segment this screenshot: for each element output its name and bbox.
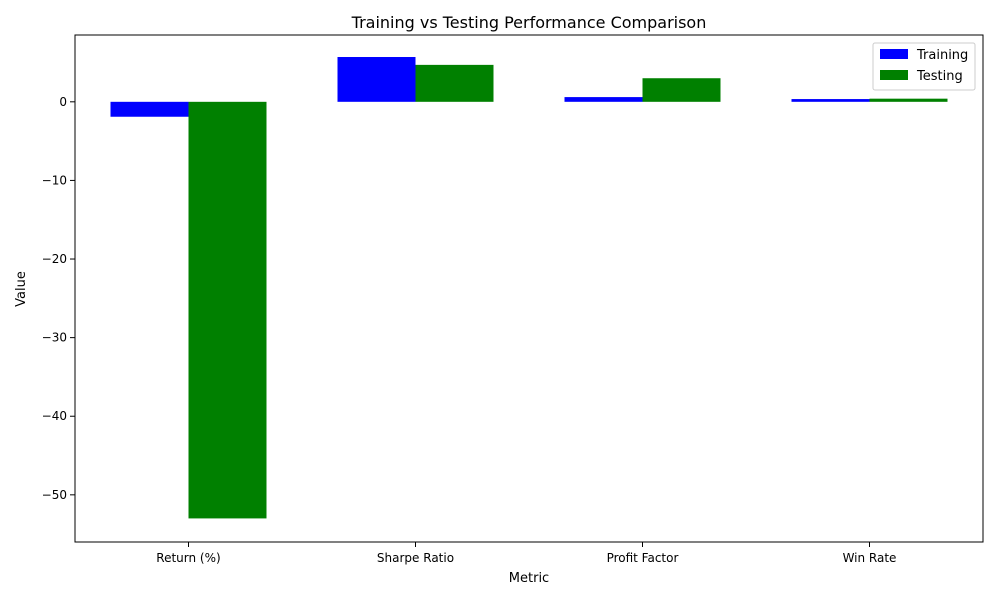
bar-testing-1 xyxy=(415,64,494,102)
plot-frame xyxy=(74,34,984,543)
y-tick-label: −30 xyxy=(42,331,67,345)
legend-label-testing: Testing xyxy=(916,69,963,84)
y-tick-label: −40 xyxy=(42,409,67,423)
bar-training-1 xyxy=(337,57,416,102)
bar-testing-2 xyxy=(642,78,721,102)
y-tick-label: −20 xyxy=(42,252,67,266)
bar-training-3 xyxy=(791,99,870,102)
legend-label-training: Training xyxy=(916,48,968,63)
x-tick-label: Profit Factor xyxy=(607,551,679,565)
y-axis-label: Value xyxy=(14,271,29,307)
x-tick-label: Sharpe Ratio xyxy=(377,551,454,565)
y-tick-label: −50 xyxy=(42,488,67,502)
bar-training-0 xyxy=(110,101,189,117)
bar-testing-0 xyxy=(188,101,267,519)
bars-group xyxy=(110,57,948,519)
x-axis: Return (%) Sharpe Ratio Profit Factor Win R… xyxy=(156,542,896,565)
x-axis-label: Metric xyxy=(509,571,549,586)
bar-training-2 xyxy=(564,97,643,102)
chart-title: Training vs Testing Performance Comparis… xyxy=(351,13,707,32)
x-tick-label: Return (%) xyxy=(156,551,220,565)
y-tick-label: −10 xyxy=(42,173,67,187)
y-axis: 0 −10 −20 −30 −40 −50 xyxy=(42,95,75,502)
bar-testing-3 xyxy=(869,98,948,102)
legend-swatch-testing xyxy=(880,70,908,80)
legend-swatch-training xyxy=(880,49,908,59)
legend: Training Testing xyxy=(872,42,976,91)
x-tick-label: Win Rate xyxy=(843,551,897,565)
y-tick-label: 0 xyxy=(59,95,67,109)
